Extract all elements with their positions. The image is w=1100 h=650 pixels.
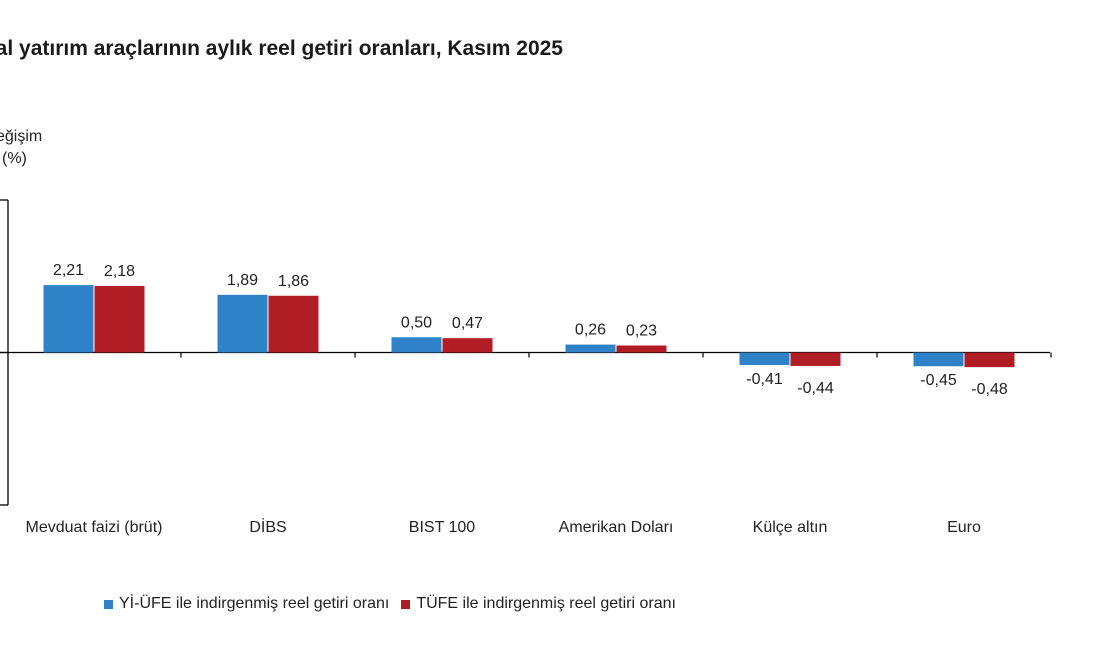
legend-swatch-series-1: [104, 599, 113, 609]
y-axis-label-line-1: eğişim: [0, 128, 43, 145]
bar-series-2-3: [616, 345, 667, 353]
bar-series-2-0: [94, 286, 145, 353]
value-label-series-2-2: 0,47: [452, 315, 483, 332]
legend-item-series-1: Yİ-ÜFE ile indirgenmiş reel getiri oranı: [104, 595, 389, 613]
value-label-series-2-4: -0,44: [797, 380, 834, 397]
value-label-series-1-4: -0,41: [746, 371, 783, 388]
chart-value-labels: 2,21 2,18 1,89 1,86 0,50 0,47 0,26 0,23 -0,41 -0,…: [53, 262, 1008, 398]
category-label-3: Amerikan Doları: [559, 519, 674, 536]
bar-series-2-1: [268, 295, 319, 353]
legend-label-series-2: TÜFE ile indirgenmiş reel getiri oranı: [416, 595, 676, 612]
bar-series-1-5: [913, 352, 964, 367]
value-label-series-1-2: 0,50: [401, 314, 432, 331]
chart-bars: [43, 285, 1015, 368]
bar-series-1-0: [43, 285, 94, 353]
chart-axes: [0, 199, 1052, 506]
category-label-5: Euro: [947, 519, 981, 536]
value-label-series-2-3: 0,23: [626, 322, 657, 339]
category-label-4: Külçe altın: [753, 519, 828, 536]
value-label-series-2-1: 1,86: [278, 273, 309, 290]
chart-legend: Yİ-ÜFE ile indirgenmiş reel getiri oranı…: [104, 595, 688, 613]
chart-category-labels: Mevduat faizi (brüt) DİBS BIST 100 Amerikan…: [26, 517, 981, 536]
category-label-2: BIST 100: [409, 519, 476, 536]
legend-item-series-2: TÜFE ile indirgenmiş reel getiri oranı: [401, 595, 676, 613]
legend-label-series-1: Yİ-ÜFE ile indirgenmiş reel getiri oranı: [119, 595, 390, 612]
y-axis-label-line-2: (%): [2, 150, 27, 167]
value-label-series-1-0: 2,21: [53, 262, 84, 279]
value-label-series-2-0: 2,18: [104, 263, 135, 280]
bar-series-2-5: [964, 352, 1015, 368]
category-label-0: Mevduat faizi (brüt): [26, 519, 163, 536]
category-label-1: DİBS: [249, 517, 286, 536]
value-label-series-2-5: -0,48: [971, 381, 1008, 398]
chart-title: sal yatırım araçlarının aylık reel getir…: [0, 37, 563, 60]
bar-series-2-4: [790, 352, 841, 366]
legend-swatch-series-2: [401, 599, 411, 609]
bar-series-1-2: [391, 337, 442, 353]
y-axis-label: eğişim (%): [0, 126, 42, 170]
bar-series-1-1: [217, 294, 268, 353]
bar-series-2-2: [442, 338, 493, 353]
bar-series-1-3: [565, 344, 616, 353]
value-label-series-1-1: 1,89: [227, 272, 258, 289]
bar-series-1-4: [739, 352, 790, 366]
value-label-series-1-5: -0,45: [920, 372, 957, 389]
value-label-series-1-3: 0,26: [575, 322, 606, 339]
